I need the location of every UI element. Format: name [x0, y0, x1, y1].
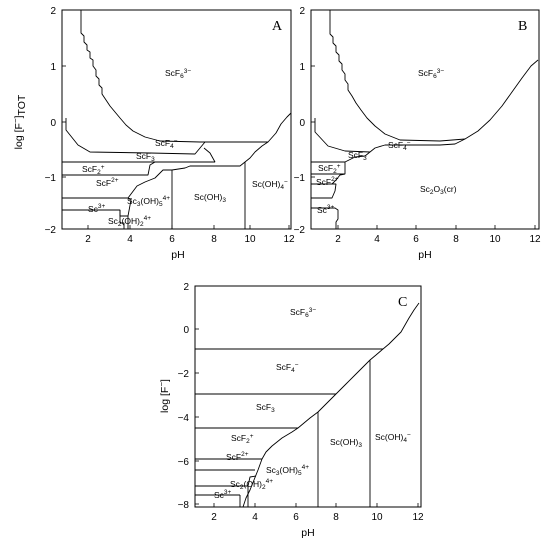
panel-b-letter: B [518, 19, 527, 34]
panel-c-xlabel: pH [301, 527, 314, 539]
panel-a-ylabel: log [F−]TOT [11, 94, 28, 149]
svg-text:2: 2 [211, 512, 217, 523]
panel-a-xtick-labels: 2 4 6 8 10 12 [85, 234, 295, 245]
panel-c-label-scf4: ScF4− [276, 362, 299, 374]
panel-a-label-scf6: ScF63− [165, 68, 191, 80]
svg-text:8: 8 [333, 512, 339, 523]
panel-c-frame [194, 285, 422, 508]
svg-text:−1: −1 [294, 173, 306, 184]
svg-text:12: 12 [412, 512, 424, 523]
panel-c-ytick-labels: 2 0 −2 −4 −6 −8 [178, 282, 190, 511]
panel-b-label-sc3: Sc3+ [317, 204, 335, 215]
panel-c-label-scf6: ScF63− [290, 307, 316, 319]
panel-a-xlabel: pH [171, 249, 184, 261]
panel-b-xtick-labels: 2 4 6 8 10 12 [335, 234, 541, 245]
panel-c-boundaries [195, 302, 420, 508]
svg-text:2: 2 [299, 6, 305, 17]
svg-text:−6: −6 [178, 457, 190, 468]
svg-text:4: 4 [252, 512, 258, 523]
svg-text:12: 12 [283, 234, 295, 245]
panel-a-frame [61, 9, 292, 230]
panel-a-ticks [62, 9, 290, 230]
panel-b-label-scf2p: ScF2+ [318, 163, 341, 175]
panel-c: ScF63− ScF4− ScF3 ScF2+ ScF2+ Sc3(OH)54+… [157, 282, 424, 539]
panel-c-label-scoh4: Sc(OH)4− [375, 432, 411, 444]
svg-text:1: 1 [299, 62, 305, 73]
panel-c-label-sc2oh2: Sc2(OH)24+ [230, 478, 273, 491]
svg-text:−1: −1 [45, 173, 57, 184]
svg-text:−2: −2 [178, 369, 190, 380]
panel-c-label-scf2plus: ScF2+ [226, 451, 249, 462]
panel-a-label-scf2plus: ScF2+ [96, 177, 119, 188]
svg-text:8: 8 [211, 234, 217, 245]
panel-c-label-sc3: Sc3+ [214, 489, 232, 500]
svg-text:6: 6 [413, 234, 419, 245]
panel-b-label-scf6: ScF63− [418, 68, 444, 80]
svg-text:0: 0 [50, 118, 56, 129]
panel-c-xtick-labels: 2 4 6 8 10 12 [211, 512, 424, 523]
svg-text:8: 8 [453, 234, 459, 245]
svg-text:0: 0 [183, 325, 189, 336]
panel-b-label-scf4: ScF4− [388, 140, 411, 152]
panel-b-xlabel: pH [418, 249, 431, 261]
svg-text:6: 6 [169, 234, 175, 245]
panel-c-label-scf2p: ScF2+ [231, 433, 254, 445]
svg-text:10: 10 [489, 234, 501, 245]
panel-b-label-scf3: ScF3 [348, 150, 367, 162]
svg-text:2: 2 [183, 282, 189, 293]
svg-text:4: 4 [127, 234, 133, 245]
panel-b-boundaries [311, 10, 539, 229]
panel-a-label-scoh3: Sc(OH)3 [194, 192, 226, 204]
panel-c-label-scoh3: Sc(OH)3 [330, 437, 362, 449]
panel-a-boundaries [62, 10, 292, 229]
panel-c-label-scf3: ScF3 [256, 402, 275, 414]
panel-a: ScF63− ScF4− ScF3 ScF2+ ScF2+ Sc3+ Sc3(O… [11, 6, 295, 261]
svg-text:10: 10 [371, 512, 383, 523]
svg-text:10: 10 [244, 234, 256, 245]
panel-a-letter: A [272, 19, 283, 34]
svg-text:6: 6 [293, 512, 299, 523]
panel-b-ticks [311, 9, 536, 230]
panel-a-label-sc3oh5: Sc3(OH)54+ [127, 195, 170, 208]
svg-text:−8: −8 [178, 500, 190, 511]
panel-a-label-scoh4: Sc(OH)4− [252, 179, 288, 191]
svg-text:−2: −2 [294, 225, 306, 236]
svg-text:4: 4 [374, 234, 380, 245]
panel-a-label-sc3: Sc3+ [88, 203, 106, 214]
svg-text:12: 12 [529, 234, 541, 245]
svg-text:−2: −2 [45, 225, 57, 236]
panel-b-ytick-labels: 2 1 0 −1 −2 [294, 6, 306, 236]
panel-b-frame [310, 9, 540, 230]
panel-b-label-scf2plus: ScF2+ [316, 176, 339, 187]
svg-text:2: 2 [85, 234, 91, 245]
panel-a-label-scf3: ScF3 [136, 151, 155, 163]
svg-text:2: 2 [335, 234, 341, 245]
panel-c-label-sc3oh5: Sc3(OH)54+ [266, 464, 309, 477]
panel-c-letter: C [398, 295, 407, 310]
panel-a-ytick-labels: 2 1 0 −1 −2 [45, 6, 57, 236]
panel-b-label-sc2o3: Sc2O3(cr) [420, 184, 457, 196]
svg-text:0: 0 [299, 118, 305, 129]
panel-a-label-scf4: ScF4− [155, 138, 178, 150]
panel-c-ticks [195, 285, 419, 507]
panel-c-ylabel: log [F−] [157, 379, 171, 413]
panel-a-label-scf2p: ScF2+ [82, 164, 105, 176]
svg-text:1: 1 [50, 62, 56, 73]
svg-text:−4: −4 [178, 413, 190, 424]
svg-text:2: 2 [50, 6, 56, 17]
panel-b: ScF63− ScF4− ScF3 ScF2+ ScF2+ Sc2O3(cr) … [294, 6, 541, 261]
